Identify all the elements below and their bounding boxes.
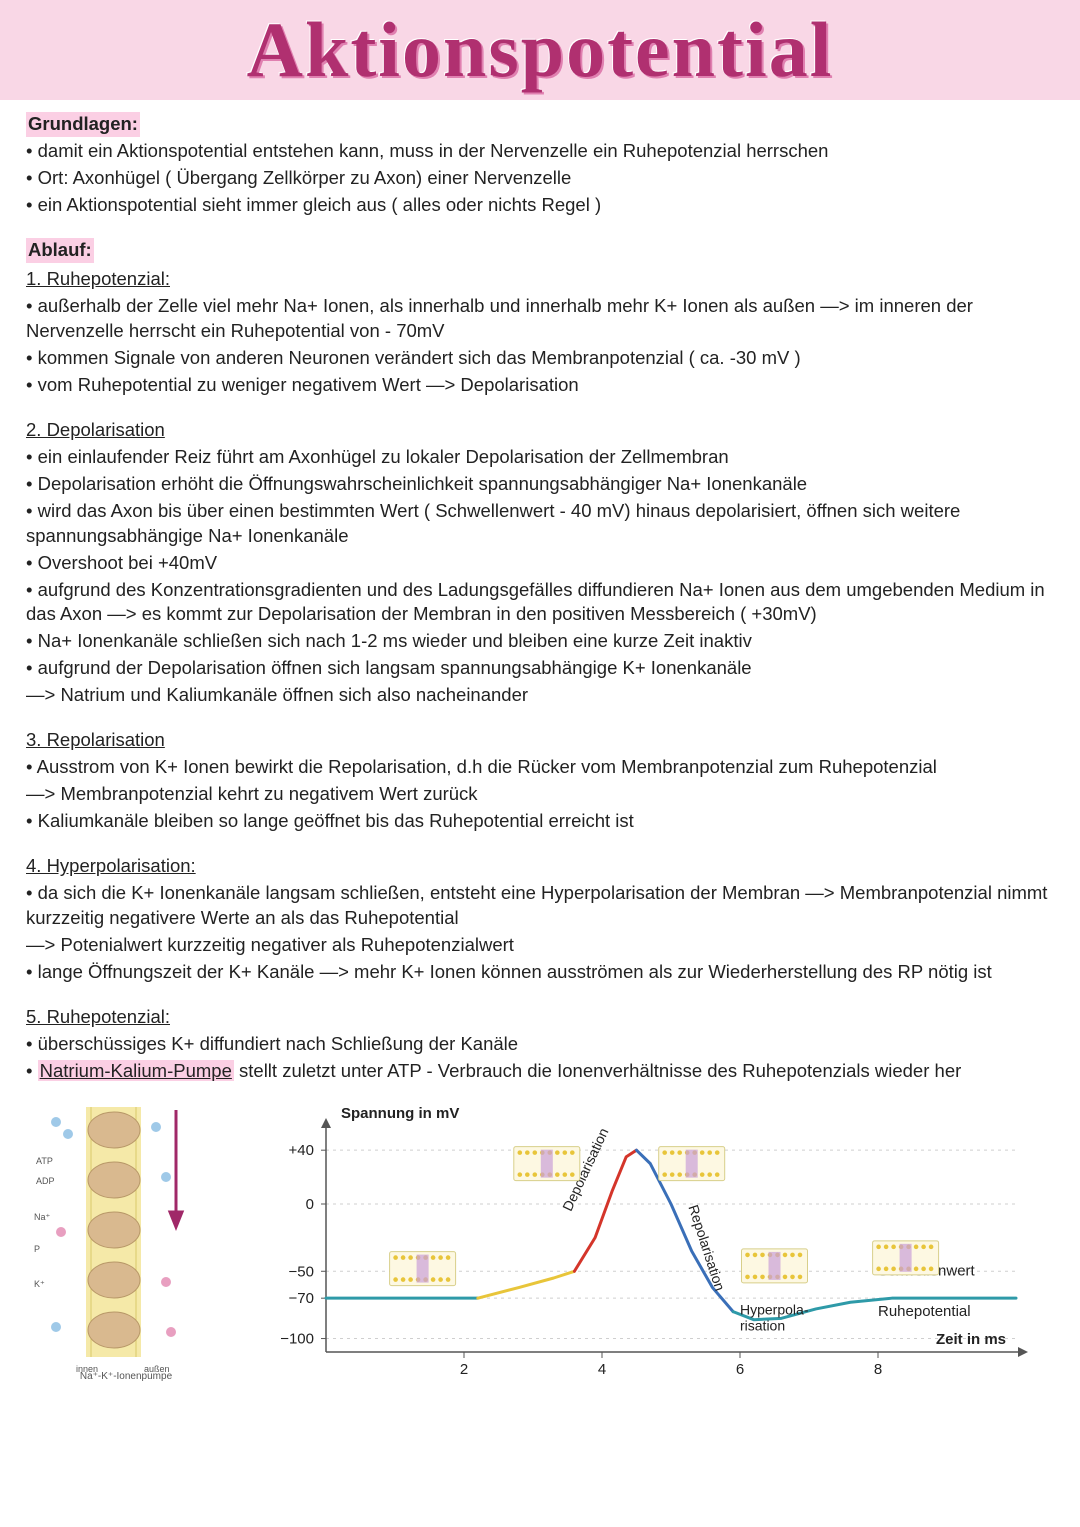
bullet: • Depolarisation erhöht die Öffnungswahr… — [26, 472, 1054, 497]
bullet: • Natrium-Kalium-Pumpe stellt zuletzt un… — [26, 1059, 1054, 1084]
step-1-title: 1. Ruhepotenzial: — [26, 267, 170, 292]
tail-line: —> Natrium und Kaliumkanäle öffnen sich … — [26, 683, 1054, 708]
label-k: K⁺ — [34, 1279, 45, 1289]
svg-text:risation: risation — [740, 1317, 785, 1333]
bullet: • überschüssiges K+ diffundiert nach Sch… — [26, 1032, 1054, 1057]
svg-text:Hyperpola-: Hyperpola- — [740, 1301, 809, 1317]
tail-line: —> Membranpotenzial kehrt zu negativem W… — [26, 782, 1054, 807]
step-3-title: 3. Repolarisation — [26, 728, 165, 753]
step-2-title: 2. Depolarisation — [26, 418, 165, 443]
bullet: • vom Ruhepotential zu weniger negativem… — [26, 373, 1054, 398]
bullet: • damit ein Aktionspotential entstehen k… — [26, 139, 1054, 164]
bullet: • Ort: Axonhügel ( Übergang Zellkörper z… — [26, 166, 1054, 191]
bullet: • ein einlaufender Reiz führt am Axonhüg… — [26, 445, 1054, 470]
svg-text:Zeit in ms: Zeit in ms — [936, 1331, 1006, 1348]
bullet: • kommen Signale von anderen Neuronen ve… — [26, 346, 1054, 371]
action-potential-chart: +40 0 −50 −70 −100 2 4 6 8 Spannung in mV Zeit in … — [256, 1102, 1054, 1392]
svg-text:+40: +40 — [289, 1142, 314, 1159]
pump-highlight: Natrium-Kalium-Pumpe — [38, 1060, 234, 1081]
label-na: Na⁺ — [34, 1212, 51, 1222]
label-atp: ATP — [36, 1156, 53, 1166]
tail-line: —> Potenialwert kurzzeitig negativer als… — [26, 933, 1054, 958]
svg-text:2: 2 — [460, 1361, 468, 1378]
svg-text:−100: −100 — [280, 1331, 314, 1348]
page-title: Aktionspotential — [247, 5, 834, 95]
bullet: • aufgrund der Depolarisation öffnen sic… — [26, 656, 1054, 681]
heading-grundlagen: Grundlagen: — [26, 112, 140, 137]
bullet: • Ausstrom von K+ Ionen bewirkt die Repo… — [26, 755, 1054, 780]
svg-text:0: 0 — [306, 1196, 314, 1213]
bullet: • aufgrund des Konzentrationsgradienten … — [26, 578, 1054, 628]
diagrams-row: ATP ADP Na⁺ P K⁺ innen außen Na⁺-K⁺-Ione… — [0, 1102, 1080, 1402]
title-banner: Aktionspotential — [0, 0, 1080, 100]
svg-text:−50: −50 — [289, 1263, 314, 1280]
step-4-title: 4. Hyperpolarisation: — [26, 854, 196, 879]
step-5-title: 5. Ruhepotenzial: — [26, 1005, 170, 1030]
bullet: • Overshoot bei +40mV — [26, 551, 1054, 576]
svg-text:4: 4 — [598, 1361, 606, 1378]
bullet: • außerhalb der Zelle viel mehr Na+ Ione… — [26, 294, 1054, 344]
svg-text:−70: −70 — [289, 1290, 314, 1307]
pump-diagram: ATP ADP Na⁺ P K⁺ innen außen Na⁺-K⁺-Ione… — [26, 1102, 226, 1382]
bullet: • ein Aktionspotential sieht immer gleic… — [26, 193, 1054, 218]
bullet: • wird das Axon bis über einen bestimmte… — [26, 499, 1054, 549]
bullet: • Kaliumkanäle bleiben so lange geöffnet… — [26, 809, 1054, 834]
svg-text:6: 6 — [736, 1361, 744, 1378]
svg-text:8: 8 — [874, 1361, 882, 1378]
label-adp: ADP — [36, 1176, 55, 1186]
label-p: P — [34, 1244, 40, 1254]
svg-text:Spannung in mV: Spannung in mV — [341, 1105, 459, 1122]
document-body: Grundlagen: • damit ein Aktionspotential… — [0, 100, 1080, 1096]
bullet: • lange Öffnungszeit der K+ Kanäle —> me… — [26, 960, 1054, 985]
pump-caption: Na⁺-K⁺-Ionenpumpe — [26, 1371, 226, 1382]
bullet: • Na+ Ionenkanäle schließen sich nach 1-… — [26, 629, 1054, 654]
bullet: • da sich die K+ Ionenkanäle langsam sch… — [26, 881, 1054, 931]
svg-text:Ruhepotential: Ruhepotential — [878, 1303, 971, 1320]
heading-ablauf: Ablauf: — [26, 238, 94, 263]
